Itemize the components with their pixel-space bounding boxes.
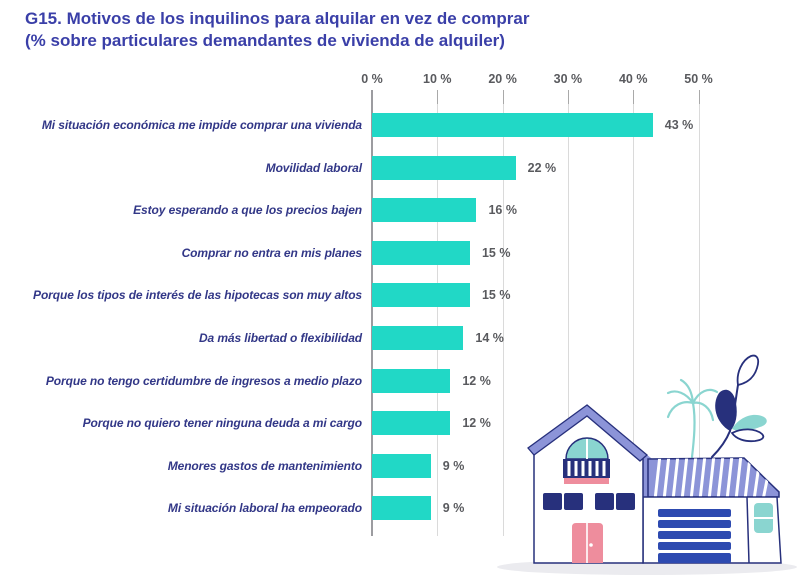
x-tick-label: 20 % [488,72,517,86]
category-label: Da más libertad o flexibilidad [198,331,362,345]
bar [372,411,451,436]
gridline [437,104,439,536]
bar-row: Mi situación económica me impide comprar… [0,113,801,137]
x-tick-mark [437,90,439,104]
house-facade-icon [527,404,649,564]
bar [372,155,516,180]
garage-door-icon [658,509,731,563]
value-label: 12 % [462,373,491,388]
x-tick-label: 0 % [361,72,383,86]
garage-icon [642,496,782,564]
chart-title: G15. Motivos de los inquilinos para alqu… [25,8,765,52]
category-label: Porque no tengo certidumbre de ingresos … [45,373,362,388]
bar-row: Movilidad laboral 22 % [0,155,801,180]
x-tick-mark [567,90,569,104]
category-label: Estoy esperando a que los precios bajen [133,203,362,218]
value-label: 15 % [481,245,511,260]
chart-title-line2: (% sobre particulares demandantes de viv… [25,31,505,50]
gridline [698,104,700,536]
x-tick-mark [698,90,700,104]
value-label: 15 % [481,288,511,303]
x-tick-label: 40 % [618,72,648,86]
bar-row: Porque no quiero tener ninguna deuda a m… [0,411,801,436]
bar-row: Mi situación laboral ha empeorado 9 % [0,496,801,521]
plant-icon [711,354,767,458]
roof-icon [527,404,649,462]
bar-row: Estoy esperando a que los precios bajen … [0,198,801,223]
value-label: 9 % [442,501,465,516]
x-tick-mark [633,90,635,104]
value-label: 12 % [462,416,491,431]
bar-row: Da más libertad o flexibilidad 14 % [0,326,801,350]
garage-roof-icon [647,457,780,498]
bar [372,113,653,137]
door-icon [572,523,603,563]
category-label: Movilidad laboral [265,160,362,175]
bar [372,198,477,223]
x-tick-label: 30 % [553,72,583,86]
value-label: 22 % [527,160,557,175]
bar [372,240,470,265]
category-label: Mi situación laboral ha empeorado [167,501,362,516]
value-label: 9 % [442,458,465,473]
bar-row: Porque no tengo certidumbre de ingresos … [0,368,801,393]
bar [372,326,464,350]
garage-window-icon [754,503,773,533]
gridline [567,104,569,536]
bar-row: Menores gastos de mantenimiento 9 % [0,453,801,478]
category-label: Menores gastos de mantenimiento [167,458,362,473]
bar [372,496,431,521]
bar-row: Porque los tipos de interés de las hipot… [0,283,801,308]
category-label: Porque no quiero tener ninguna deuda a m… [82,416,362,431]
category-label: Comprar no entra en mis planes [181,245,362,260]
category-label: Porque los tipos de interés de las hipot… [33,288,362,303]
value-label: 14 % [475,331,504,345]
gridline [633,104,635,536]
x-tick-label: 10 % [423,72,452,86]
chart-title-line1: G15. Motivos de los inquilinos para alqu… [25,9,530,28]
arch-window-icon [563,437,610,484]
value-label: 43 % [664,118,694,132]
palm-tree-icon [666,378,719,459]
house-illustration [497,354,797,575]
bar [372,453,431,478]
bar [372,283,470,308]
x-tick-mark [502,90,504,104]
value-label: 16 % [488,203,517,218]
bar-row: Comprar no entra en mis planes 15 % [0,240,801,265]
windows-icon [543,493,635,510]
x-tick-label: 50 % [684,72,713,86]
bar [372,368,451,393]
y-axis-line [371,90,373,536]
category-label: Mi situación económica me impide comprar… [41,118,362,132]
gridline [502,104,504,536]
